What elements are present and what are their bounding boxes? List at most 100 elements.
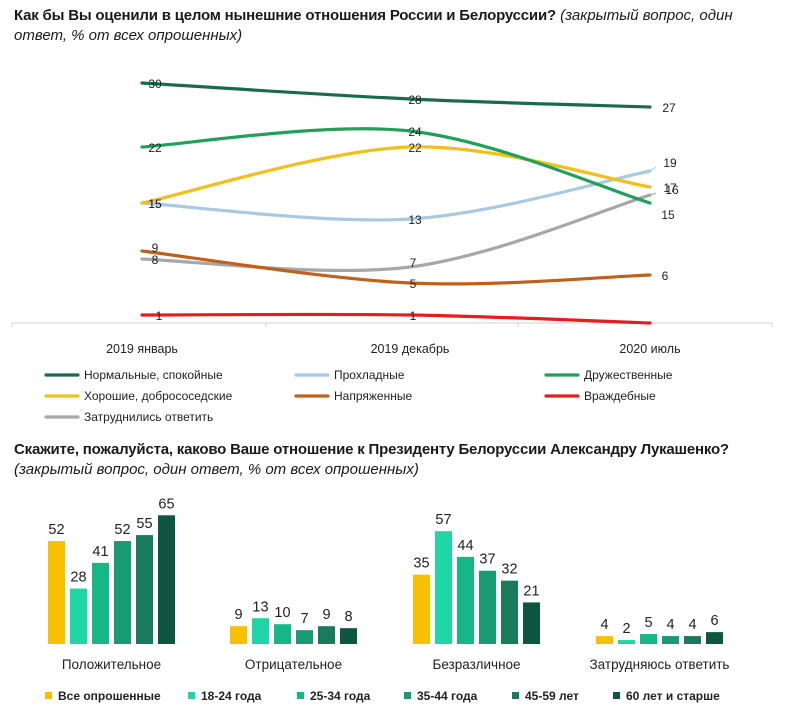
legend-item-напряженные: Напряженные bbox=[294, 389, 412, 403]
legend-item-45-59-лет: 45-59 лет bbox=[512, 689, 579, 703]
bar-value-label: 21 bbox=[523, 583, 539, 599]
legend-label: 60 лет и старше bbox=[626, 689, 720, 703]
x-tick-label: 2020 июль bbox=[619, 342, 680, 356]
bar-value-label: 9 bbox=[234, 607, 242, 623]
bar-value-label: 2 bbox=[622, 621, 630, 637]
data-label: 5 bbox=[410, 277, 417, 291]
data-label: 22 bbox=[148, 141, 162, 155]
bar bbox=[252, 618, 269, 644]
bar-chart-title: Скажите, пожалуйста, каково Ваше отношен… bbox=[14, 441, 729, 458]
bar bbox=[662, 636, 679, 644]
legend-label: Враждебные bbox=[584, 389, 656, 403]
bar bbox=[48, 541, 65, 644]
category-label: Отрицательное bbox=[245, 657, 342, 672]
legend-label: Прохладные bbox=[334, 368, 405, 382]
data-label: 7 bbox=[410, 256, 417, 270]
legend-label: 45-59 лет bbox=[525, 689, 579, 703]
data-label: 28 bbox=[408, 93, 422, 107]
legend-item-60-лет-и-старше: 60 лет и старше bbox=[613, 689, 720, 703]
data-label: 17 bbox=[663, 181, 677, 195]
bar bbox=[596, 636, 613, 644]
bar-value-label: 52 bbox=[48, 522, 64, 538]
data-label: 13 bbox=[408, 213, 422, 227]
series-line-дружественные bbox=[140, 127, 652, 205]
bar-value-label: 5 bbox=[644, 615, 652, 631]
data-label: 9 bbox=[152, 241, 159, 255]
series-line-затруднились-ответить bbox=[140, 193, 652, 273]
bar-value-label: 9 bbox=[322, 607, 330, 623]
bar bbox=[457, 556, 474, 644]
bar bbox=[479, 570, 496, 644]
bar-value-label: 4 bbox=[600, 617, 608, 633]
leader-line bbox=[650, 192, 657, 196]
data-label: 16 bbox=[665, 183, 679, 197]
bar bbox=[230, 626, 247, 644]
bar-chart-subtitle: (закрытый вопрос, один ответ, % от всех … bbox=[14, 461, 419, 478]
bar-value-label: 44 bbox=[457, 538, 473, 554]
leader-line bbox=[650, 166, 657, 171]
legend-label: Напряженные bbox=[334, 389, 412, 403]
legend-swatch bbox=[613, 692, 620, 699]
bar bbox=[70, 588, 87, 644]
bar bbox=[340, 628, 357, 644]
legend-label: 18-24 года bbox=[201, 689, 262, 703]
data-label: 24 bbox=[408, 125, 422, 139]
bar bbox=[136, 535, 153, 644]
legend-swatch bbox=[45, 692, 52, 699]
series-line-враждебные bbox=[140, 312, 652, 325]
bar-value-label: 7 bbox=[300, 611, 308, 627]
legend-item-прохладные: Прохладные bbox=[294, 368, 405, 382]
data-label: 6 bbox=[662, 269, 669, 283]
bar-value-label: 65 bbox=[158, 496, 174, 512]
category-label: Положительное bbox=[62, 657, 161, 672]
data-label: 1 bbox=[156, 309, 163, 323]
bar-value-label: 32 bbox=[501, 562, 517, 578]
line-chart-title: Как бы Вы оценили в целом нынешние отнош… bbox=[14, 7, 556, 24]
series-line-нормальные-спокойные bbox=[140, 81, 652, 109]
bar-value-label: 4 bbox=[666, 617, 674, 633]
data-label: 19 bbox=[663, 156, 677, 170]
bar bbox=[523, 602, 540, 644]
data-label: 1 bbox=[410, 309, 417, 323]
line-chart-title-block: Как бы Вы оценили в целом нынешние отнош… bbox=[14, 6, 784, 46]
legend-item-35-44-года: 35-44 года bbox=[404, 689, 478, 703]
category-label: Затрудняюсь ответить bbox=[590, 657, 730, 672]
bar-chart-title-block: Скажите, пожалуйста, каково Ваше отношен… bbox=[14, 440, 784, 480]
data-label: 15 bbox=[661, 208, 675, 222]
bar-value-label: 41 bbox=[92, 544, 108, 560]
x-tick-label: 2019 январь bbox=[106, 342, 178, 356]
bar bbox=[435, 531, 452, 644]
legend-swatch bbox=[188, 692, 195, 699]
data-label: 22 bbox=[408, 141, 422, 155]
line-chart-subtitle: (закрытый вопрос, один ответ, % от всех … bbox=[14, 7, 733, 44]
x-tick-label: 2019 декабрь bbox=[371, 342, 450, 356]
data-label: 15 bbox=[148, 197, 162, 211]
data-label: 15 bbox=[148, 197, 162, 211]
bar bbox=[684, 636, 701, 644]
bar bbox=[413, 574, 430, 644]
legend-label: Все опрошенные bbox=[58, 689, 161, 703]
legend-label: 35-44 года bbox=[417, 689, 478, 703]
data-label: 8 bbox=[152, 253, 159, 267]
series-line-напряженные bbox=[140, 249, 652, 286]
bar-value-label: 37 bbox=[479, 552, 495, 568]
bar-value-label: 8 bbox=[344, 609, 352, 625]
legend-label: Хорошие, добрососедские bbox=[84, 389, 233, 403]
bar bbox=[501, 580, 518, 644]
legend-swatch bbox=[404, 692, 411, 699]
legend-item-все-опрошенные: Все опрошенные bbox=[45, 689, 161, 703]
series-line-прохладные bbox=[140, 169, 652, 222]
legend-item-18-24-года: 18-24 года bbox=[188, 689, 262, 703]
series-line-хорошие-добрососедские bbox=[140, 145, 652, 205]
legend-swatch bbox=[297, 692, 304, 699]
bar bbox=[640, 634, 657, 644]
data-label: 27 bbox=[662, 101, 676, 115]
legend-item-25-34-года: 25-34 года bbox=[297, 689, 371, 703]
bar-value-label: 10 bbox=[274, 605, 290, 621]
data-label: 30 bbox=[148, 77, 162, 91]
bar bbox=[114, 541, 131, 644]
legend-label: 25-34 года bbox=[310, 689, 371, 703]
legend-swatch bbox=[512, 692, 519, 699]
bar-value-label: 4 bbox=[688, 617, 696, 633]
